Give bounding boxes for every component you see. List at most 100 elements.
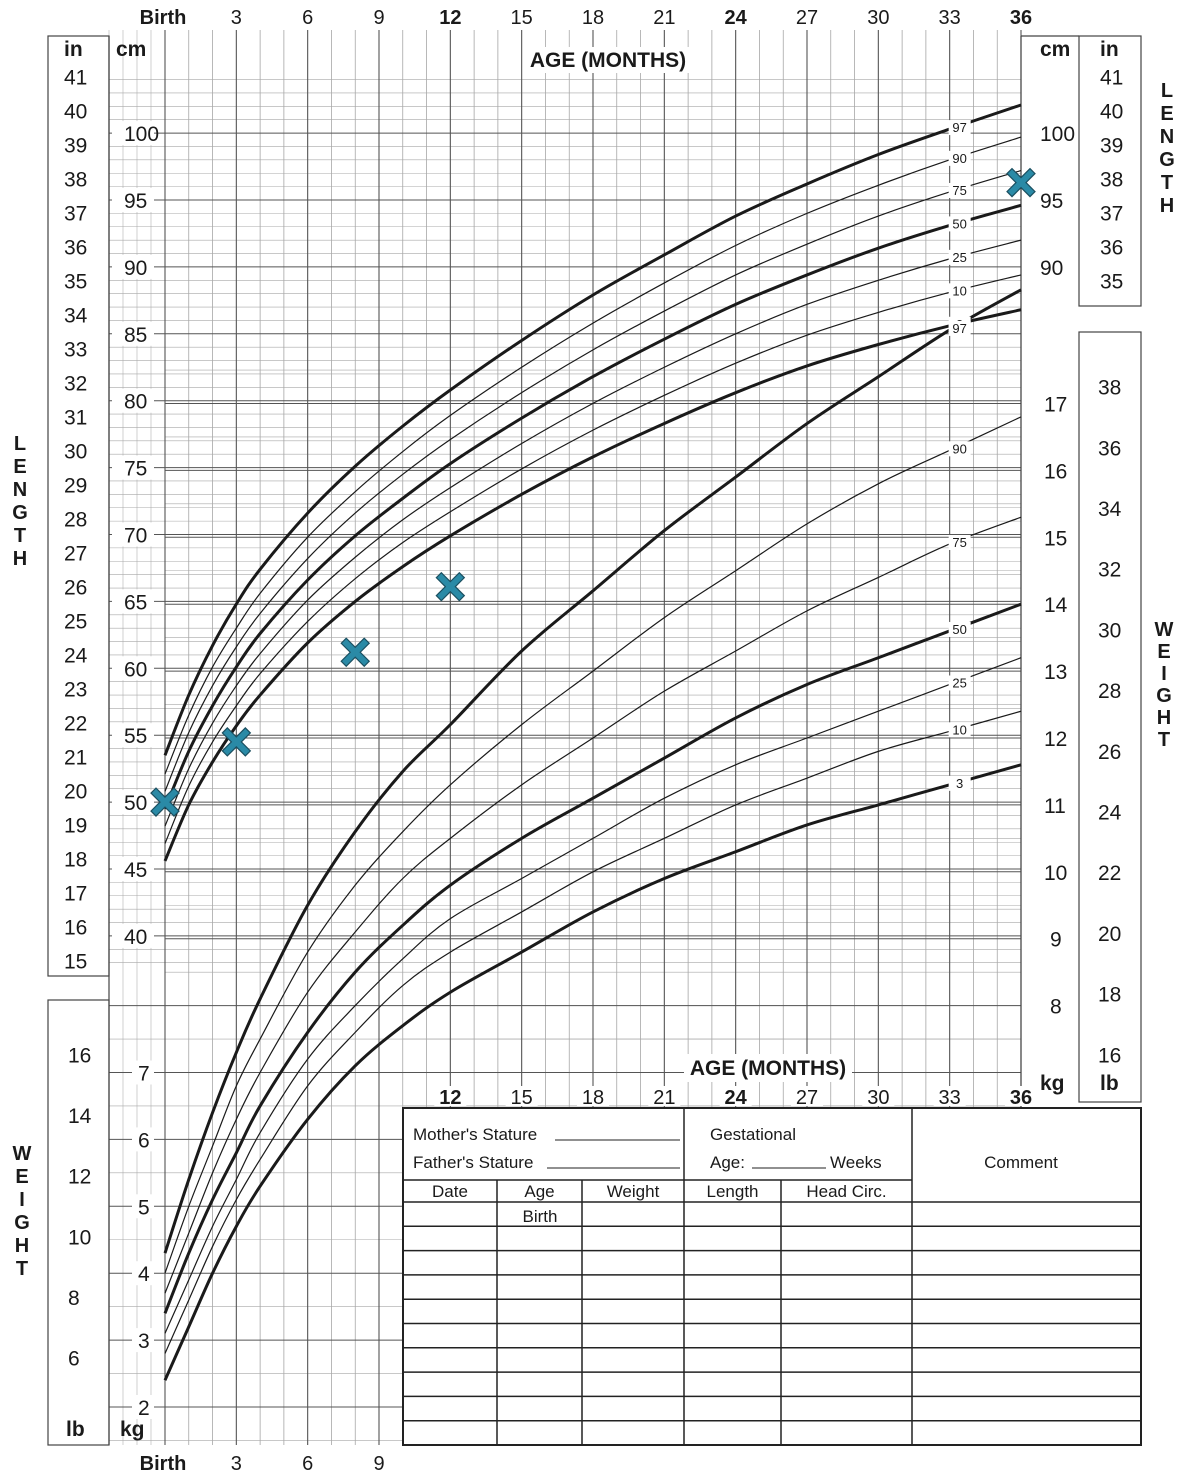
- weight-curve-p97: [163, 288, 1022, 1254]
- right-lb-tick-label: 34: [1098, 498, 1122, 521]
- kg-tick-bg: [132, 1194, 154, 1219]
- bottom-x-axis-label: AGE (MONTHS): [690, 1057, 846, 1080]
- inch-tick-label: 39: [64, 135, 87, 158]
- weight-pct-bg: [948, 775, 971, 791]
- right-cm-tick-bg: [1036, 254, 1076, 279]
- column-header: Weight: [607, 1182, 660, 1201]
- x-tick-top-label: 36: [1010, 7, 1032, 29]
- right-inch-tick-bg: [1094, 66, 1128, 89]
- right-lb-tick-bg: [1094, 619, 1128, 642]
- inch-tick-label: 35: [64, 271, 87, 294]
- cm-tick-label: 70: [124, 525, 147, 548]
- x-tick-mid-bg: [434, 1086, 467, 1106]
- x-tick-bottom-label: 9: [373, 1453, 384, 1475]
- right-lb-unit: lb: [1100, 1072, 1119, 1095]
- inch-tick-bg: [58, 304, 96, 327]
- right-kg-tick-bg: [1040, 926, 1076, 951]
- right-weight-label: I: [1161, 663, 1167, 685]
- weight-pct-bg: [948, 722, 971, 738]
- right-lb-tick-bg: [1094, 740, 1128, 763]
- right-lb-tick-bg: [1094, 558, 1128, 581]
- right-length-box: [1078, 35, 1142, 307]
- weight-curve-p10: [164, 710, 1022, 1354]
- cm-tick-bg: [112, 254, 154, 279]
- weight-curve-p75: [164, 516, 1022, 1294]
- inch-tick-label: 31: [64, 407, 87, 430]
- fathers-stature-label: Father's Stature: [413, 1153, 533, 1172]
- kg-tick-label: 3: [138, 1330, 150, 1353]
- length-pct-bg: [948, 150, 971, 166]
- inch-tick-label: 20: [64, 780, 87, 803]
- length-pct-label: 50: [952, 216, 966, 231]
- x-tick-mid-bg: [648, 1086, 681, 1106]
- right-kg-tick-label: 10: [1044, 862, 1067, 885]
- left-length-label: E: [13, 456, 26, 478]
- cm-tick-label: 40: [124, 926, 147, 949]
- inch-tick-bg: [58, 576, 96, 599]
- column-header: Date: [432, 1182, 468, 1201]
- x-tick-mid-bg: [577, 1086, 609, 1106]
- inch-tick-bg: [58, 372, 96, 395]
- left-weight-label: W: [13, 1143, 32, 1165]
- right-lb-tick-bg: [1094, 1044, 1128, 1067]
- inch-tick-label: 29: [64, 475, 87, 498]
- x-tick-mid-label: 15: [511, 1087, 533, 1109]
- x-tick-mid-bg: [1005, 1086, 1037, 1106]
- kg-tick-bg: [132, 1328, 154, 1353]
- x-tick-mid-label: 24: [725, 1087, 748, 1109]
- length-curve-p50: [163, 203, 1022, 810]
- right-inch-tick-label: 37: [1100, 203, 1123, 226]
- cm-tick-label: 55: [124, 725, 147, 748]
- x-tick-mid-bg: [719, 1086, 752, 1106]
- right-lb-tick-label: 18: [1098, 984, 1121, 1007]
- weeks-label: Weeks: [830, 1153, 882, 1172]
- cm-tick-label: 65: [124, 591, 147, 614]
- weight-curve-p25: [164, 657, 1022, 1334]
- inch-tick-bg: [58, 134, 96, 157]
- inch-tick-label: 36: [64, 237, 87, 260]
- inch-tick-label: 33: [64, 339, 87, 362]
- lb-tick-label: 16: [68, 1044, 91, 1067]
- right-length-label: T: [1161, 172, 1173, 194]
- weight-percentile-curves: [163, 288, 1022, 1381]
- cm-tick-label: 95: [124, 190, 147, 213]
- cm-tick-bg: [112, 857, 154, 881]
- right-lb-tick-bg: [1094, 437, 1128, 460]
- length-curve-p25: [164, 239, 1022, 827]
- left-weight-label: I: [19, 1189, 25, 1211]
- inch-tick-bg: [58, 848, 96, 871]
- left-cm-unit: cm: [116, 38, 146, 61]
- kg-tick-label: 4: [138, 1263, 150, 1286]
- right-lb-tick-bg: [1094, 680, 1128, 703]
- inch-tick-bg: [58, 780, 96, 803]
- left-length-label: H: [13, 548, 27, 570]
- first-row-age: Birth: [523, 1207, 558, 1226]
- inch-tick-label: 23: [64, 678, 87, 701]
- kg-tick-bg: [132, 1127, 154, 1152]
- record-form: Mother's Stature Father's Stature Gestatio…: [402, 1107, 1142, 1446]
- kg-tick-label: 7: [138, 1063, 150, 1086]
- right-kg-tick-label: 15: [1044, 527, 1067, 550]
- inch-tick-label: 32: [64, 373, 87, 396]
- left-length-label: T: [14, 525, 26, 547]
- x-tick-mid-label: 27: [796, 1087, 818, 1109]
- right-inch-tick-label: 36: [1100, 237, 1123, 260]
- inch-tick-label: 34: [64, 305, 88, 328]
- inch-tick-label: 24: [64, 644, 88, 667]
- right-cm-tick-label: 100: [1040, 123, 1075, 146]
- right-kg-tick-bg: [1040, 592, 1076, 617]
- right-weight-box: [1078, 331, 1142, 1103]
- right-lb-tick-label: 16: [1098, 1044, 1121, 1067]
- cm-tick-label: 60: [124, 658, 147, 681]
- inch-tick-bg: [58, 406, 96, 429]
- inch-tick-bg: [58, 202, 96, 225]
- right-inch-tick-bg: [1094, 202, 1128, 225]
- inch-tick-label: 21: [64, 746, 87, 769]
- right-kg-tick-label: 17: [1044, 394, 1067, 417]
- right-lb-tick-label: 32: [1098, 559, 1121, 582]
- inch-tick-bg: [58, 916, 96, 939]
- right-cm-tick-label: 95: [1040, 190, 1063, 213]
- lb-tick-label: 8: [68, 1287, 80, 1310]
- top-x-axis-label: AGE (MONTHS): [530, 49, 686, 72]
